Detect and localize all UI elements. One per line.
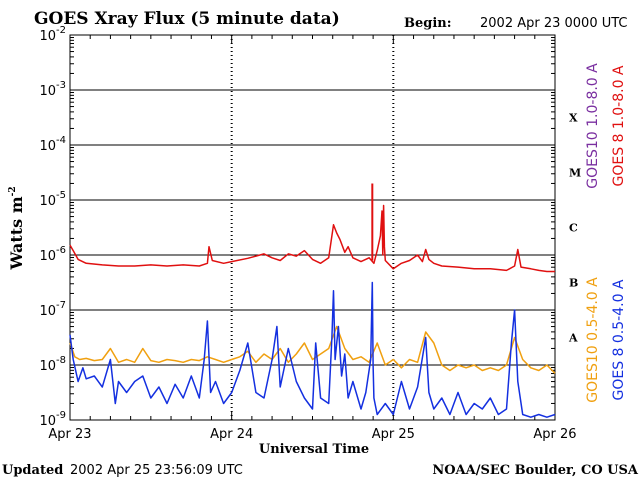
begin-value: 2002 Apr 23 0000 UTC [480, 16, 628, 31]
legend-entry: GOES 8 0.5-4.0 A [611, 279, 627, 400]
chart-title: GOES Xray Flux (5 minute data) [34, 9, 340, 29]
flare-class-label: B [569, 277, 578, 290]
legend: GOES10 1.0-8.0 A GOES 8 1.0-8.0 A GOES10 0… [585, 63, 627, 403]
y-tick-base: 10 [39, 304, 56, 319]
flare-class-label: C [569, 222, 578, 235]
y-tick-exponent: -2 [56, 25, 66, 36]
y-tick-base: 10 [39, 29, 56, 44]
credit-text: NOAA/SEC Boulder, CO USA [432, 463, 639, 478]
y-tick-label: 10-6 [39, 245, 66, 264]
y-tick-label: 10-8 [39, 355, 66, 374]
legend-label: GOES10 1.0-8.0 A [585, 63, 601, 189]
flare-class-labels: X M C B A [568, 112, 581, 345]
y-tick-label: 10-2 [39, 25, 66, 44]
y-tick-label: 10-4 [39, 135, 66, 154]
x-tick-label: Apr 23 [48, 427, 91, 442]
y-tick-exponent: -9 [56, 410, 66, 421]
updated-value: 2002 Apr 25 23:56:09 UTC [70, 463, 243, 478]
y-tick-exponent: -7 [56, 300, 66, 311]
y-tick-exponent: -5 [56, 190, 66, 201]
y-tick-exponent: -6 [56, 245, 66, 256]
flare-class-label: M [569, 167, 581, 180]
legend-entry: GOES 8 1.0-8.0 A [611, 65, 627, 186]
legend-entry: GOES10 0.5-4.0 A [585, 277, 601, 403]
y-axis-title-exponent: -2 [8, 186, 18, 196]
y-tick-exponent: -8 [56, 355, 66, 366]
x-tick-label: Apr 26 [533, 427, 576, 442]
flare-class-label: X [569, 112, 578, 125]
y-tick-label: 10-5 [39, 190, 66, 209]
updated-label: Updated [2, 463, 63, 478]
day-divider-ticks [230, 35, 395, 420]
y-tick-exponent: -3 [56, 80, 66, 91]
legend-label: GOES10 0.5-4.0 A [585, 277, 601, 403]
y-tick-base: 10 [39, 359, 56, 374]
y-tick-base: 10 [39, 84, 56, 99]
x-tick-label: Apr 25 [372, 427, 415, 442]
x-axis-title: Universal Time [259, 442, 369, 457]
decade-gridlines [70, 89, 555, 366]
x-axis-ticks: Apr 23 Apr 24 Apr 25 Apr 26 [48, 35, 577, 442]
y-tick-exponent: -4 [56, 135, 66, 146]
y-tick-label: 10-9 [39, 410, 66, 429]
y-axis-title: Watts m-2 [7, 186, 26, 270]
y-tick-base: 10 [39, 249, 56, 264]
y-tick-label: 10-3 [39, 80, 66, 99]
y-axis-ticks: 10-210-310-410-510-610-710-810-9 [39, 25, 555, 429]
legend-label: GOES 8 1.0-8.0 A [611, 65, 627, 186]
flare-class-label: A [568, 332, 578, 345]
legend-label: GOES 8 0.5-4.0 A [611, 279, 627, 400]
x-tick-label: Apr 24 [210, 427, 253, 442]
plot-area [69, 34, 556, 421]
y-tick-base: 10 [39, 414, 56, 429]
y-axis-title-group: Watts m-2 [7, 186, 26, 270]
y-tick-base: 10 [39, 194, 56, 209]
y-axis-title-text: Watts m [7, 196, 26, 270]
series-line [69, 281, 556, 418]
series-line [69, 204, 555, 273]
begin-label: Begin: [404, 16, 452, 31]
y-tick-label: 10-7 [39, 300, 66, 319]
series-layer [69, 183, 556, 418]
y-tick-base: 10 [39, 139, 56, 154]
series-line [69, 325, 556, 374]
legend-entry: GOES10 1.0-8.0 A [585, 63, 601, 189]
